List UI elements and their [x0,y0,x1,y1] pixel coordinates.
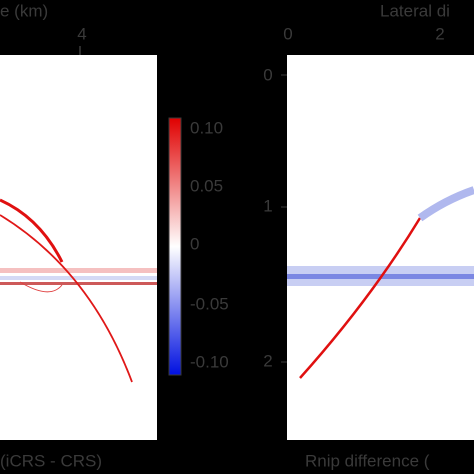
event [299,217,422,379]
x-tick-label: 0 [283,24,292,43]
noise-band [0,276,157,280]
event [417,186,474,222]
colorbar-gradient [168,117,182,376]
colorbar-tick-label: 0.10 [190,118,223,137]
y-tick-label: 2 [263,351,272,370]
caption: Rnip difference ( [305,451,430,470]
event [0,214,133,383]
x-label: Lateral di [380,1,450,20]
caption: (iCRS - CRS) [0,451,102,470]
left-panel: e (km) 4 (iCRS - CRS) [0,1,157,470]
colorbar: 0.10 0.05 0 -0.05 -0.10 [168,117,229,376]
event [0,198,64,263]
x-label: e (km) [0,1,48,20]
colorbar-tick-label: 0.05 [190,176,223,195]
colorbar-tick-label: -0.05 [190,294,229,313]
y-tick-label: 1 [263,196,272,215]
panel-image [0,55,157,440]
colorbar-tick-label: -0.10 [190,352,229,371]
noise-band [0,268,157,273]
event [19,281,63,293]
x-tick-label: 4 [77,24,86,43]
panel-image [287,55,474,440]
x-tick-label: 2 [435,24,444,43]
right-panel: Lateral di 0 2 0 1 2 Rnip difference ( [263,1,474,470]
y-tick-label: 0 [263,65,272,84]
colorbar-tick-label: 0 [190,234,199,253]
